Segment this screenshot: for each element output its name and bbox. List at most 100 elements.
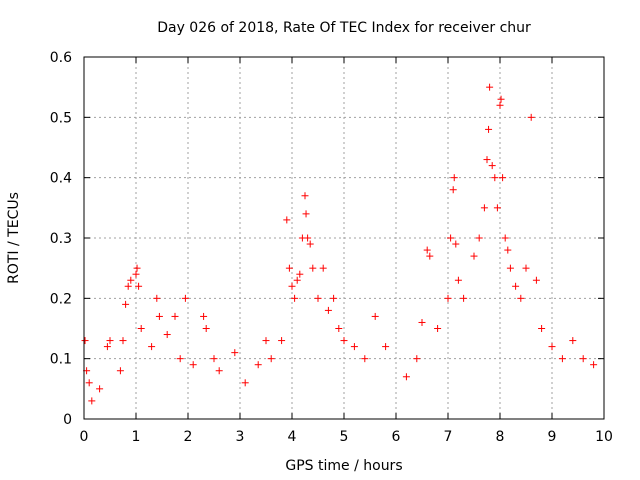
data-point [127,276,135,284]
data-point [426,252,434,260]
data-point [501,234,509,242]
x-tick-label: 7 [444,429,453,445]
data-point [181,294,189,302]
data-point [155,312,163,320]
data-point [434,325,442,332]
data-point [254,361,262,369]
y-tick-label: 0.6 [50,50,72,66]
data-point [288,282,296,290]
data-point [506,264,514,272]
x-tick-label: 3 [236,429,245,445]
data-point [153,294,161,302]
data-point [517,294,525,302]
y-axis-title: ROTI / TECUs [6,192,22,284]
data-point [319,264,327,272]
data-point [301,192,309,200]
data-point [522,264,530,272]
data-point [314,294,322,302]
data-point [304,234,312,242]
x-tick-label: 5 [340,429,349,445]
data-point [493,204,501,212]
data-point [532,276,540,284]
data-point [454,276,462,284]
data-point [475,234,483,242]
data-point [302,210,310,218]
data-point [548,343,556,351]
data-point [122,300,130,308]
x-tick-label: 10 [595,429,613,445]
data-point [119,337,127,345]
data-point [452,240,460,248]
data-point [382,343,390,351]
data-point [402,373,410,381]
y-tick-label: 0.1 [50,352,72,368]
data-point [135,282,143,290]
data-point [106,337,114,345]
data-point [324,306,332,314]
data-point [371,312,379,320]
data-point [163,331,171,339]
data-point [267,355,275,363]
x-tick-label: 4 [288,429,297,445]
data-point [202,325,210,332]
data-point [283,216,291,224]
data-point [88,397,96,405]
data-point [335,325,343,332]
data-point [590,361,598,369]
data-point [413,355,421,363]
data-point [340,337,348,345]
data-point [449,186,457,194]
data-point [330,294,338,302]
data-point [262,337,270,345]
data-point [447,234,455,242]
y-tick-label: 0.3 [50,231,72,247]
data-point [215,367,223,375]
data-point [579,355,587,363]
x-axis-ticks: 0 1 2 3 4 5 6 7 8 9 10 [80,57,613,445]
data-point [171,312,179,320]
x-tick-label: 1 [132,429,141,445]
data-point [497,95,505,103]
chart-title: Day 026 of 2018, Rate Of TEC Index for r… [157,20,531,36]
x-tick-label: 8 [496,429,505,445]
data-point [444,294,452,302]
data-point [480,204,488,212]
data-point [361,355,369,363]
data-points [81,83,598,405]
x-tick-label: 9 [548,429,557,445]
data-point [241,379,249,387]
data-point [210,355,218,363]
data-point [558,355,566,363]
data-point [488,162,496,170]
data-point [296,270,304,278]
y-tick-label: 0.2 [50,291,72,307]
data-point [81,337,89,345]
data-point [103,343,111,351]
x-axis-title: GPS time / hours [285,458,402,474]
data-point [527,113,535,121]
data-point [309,264,317,272]
data-point [486,83,494,91]
data-point [285,264,293,272]
y-tick-label: 0.5 [50,110,72,126]
y-tick-label: 0 [63,412,72,428]
data-point [450,174,458,182]
data-point [137,325,145,332]
data-point [470,252,478,260]
x-tick-label: 2 [184,429,193,445]
data-point [491,174,499,182]
data-point [512,282,520,290]
grid-lines [84,57,604,419]
data-point [499,174,507,182]
data-point [124,282,132,290]
data-point [496,101,504,109]
x-tick-label: 0 [80,429,89,445]
data-point [189,361,197,369]
data-point [483,156,491,164]
data-point [132,270,140,278]
data-point [148,343,156,351]
data-point [96,385,104,393]
data-point [85,379,93,387]
data-point [504,246,512,254]
